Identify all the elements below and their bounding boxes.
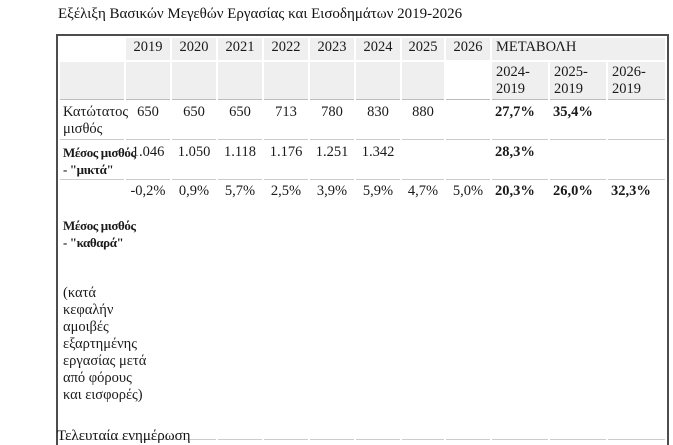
- year-header: 2022: [264, 38, 308, 60]
- change-header: ΜΕΤΑΒΟΛΗ: [492, 38, 665, 60]
- change-cell: -41,4%: [492, 442, 548, 445]
- change-cell: -47,2%: [550, 442, 606, 445]
- table-cell: [446, 102, 490, 140]
- article-page: Εξέλιξη Βασικών Μεγεθών Εργασίας και Εισ…: [56, 6, 671, 445]
- year-header: 2019: [126, 38, 170, 60]
- corner-cell: [60, 38, 124, 60]
- table-cell: 10,1%: [356, 442, 400, 445]
- blank-header-cell: [446, 62, 490, 100]
- table-cell: 880: [402, 102, 444, 140]
- table-cell: 1.251: [310, 142, 354, 180]
- table-cell: 1.118: [218, 142, 262, 180]
- change-cell: 35,4%: [550, 102, 606, 140]
- table-cell: 650: [126, 102, 170, 140]
- table-cell: 5,0%: [446, 182, 490, 440]
- period-header: 2025- 2019: [550, 62, 606, 100]
- table-cell: 5,7%: [218, 182, 262, 440]
- blank-header-cell: [402, 62, 444, 100]
- table-row-minimum-wage: Κατώτατος μισθός 650 650 650 713 780 830…: [60, 102, 665, 140]
- blank-header-cell: [218, 62, 262, 100]
- blank-header-cell: [126, 62, 170, 100]
- header-row-years: 2019 2020 2021 2022 2023 2024 2025 2026 …: [60, 38, 665, 60]
- year-header: 2023: [310, 38, 354, 60]
- change-cell: [608, 102, 665, 140]
- blank-header-cell: [356, 62, 400, 100]
- table-cell: [402, 142, 444, 180]
- table-cell: 1.050: [172, 142, 216, 180]
- table-row-average-net-wage: Μέσος μισθός - "καθαρά" (κατά κεφαλήν αμ…: [60, 182, 665, 440]
- row-label: Κατώτατος μισθός: [60, 102, 128, 140]
- change-cell: [550, 142, 606, 180]
- table-cell: 2,5%: [264, 182, 308, 440]
- table-cell: [446, 142, 490, 180]
- table-cell: 3,9%: [310, 182, 354, 440]
- table-cell: 830: [356, 102, 400, 140]
- table-cell: 1.176: [264, 142, 308, 180]
- table-cell: 0,9%: [172, 182, 216, 440]
- period-header: 2026- 2019: [608, 62, 665, 100]
- change-cell: 27,7%: [492, 102, 548, 140]
- table-cell: 713: [264, 102, 308, 140]
- blank-header-cell: [172, 62, 216, 100]
- table-cell: 1.046: [126, 142, 170, 180]
- change-cell: 26,0%: [550, 182, 606, 440]
- row-label: Μέσος μισθός - "μικτά": [60, 142, 136, 180]
- row-label-note: (κατά κεφαλήν αμοιβές εξαρτημένης εργασί…: [63, 285, 147, 403]
- table-cell: 650: [172, 102, 216, 140]
- change-cell: -50,1%: [608, 442, 665, 445]
- table-cell: 650: [218, 102, 262, 140]
- table-cell: 8,6%: [446, 442, 490, 445]
- table-cell: 1.342: [356, 142, 400, 180]
- blank-header-cell: [60, 62, 124, 100]
- table-cell: 9,1%: [402, 442, 444, 445]
- period-header: 2024- 2019: [492, 62, 548, 100]
- row-label: Μέσος μισθός - "καθαρά" (κατά κεφαλήν αμ…: [60, 182, 147, 440]
- year-header: 2026: [446, 38, 490, 60]
- labour-income-table: 2019 2020 2021 2022 2023 2024 2025 2026 …: [56, 34, 669, 445]
- year-header: 2020: [172, 38, 216, 60]
- table-cell: 4,7%: [402, 182, 444, 440]
- table-cell: 12,4%: [264, 442, 308, 445]
- header-row-periods: 2024- 2019 2025- 2019 2026- 2019: [60, 62, 665, 100]
- change-cell: 20,3%: [492, 182, 548, 440]
- table-cell: 780: [310, 102, 354, 140]
- year-header: 2021: [218, 38, 262, 60]
- change-cell: 28,3%: [492, 142, 548, 180]
- table-cell: 11,1%: [310, 442, 354, 445]
- page-title: Εξέλιξη Βασικών Μεγεθών Εργασίας και Εισ…: [58, 6, 463, 22]
- change-cell: [608, 142, 665, 180]
- blank-header-cell: [310, 62, 354, 100]
- clipped-bottom-text: Τελευταία ενημέρωση: [57, 428, 191, 444]
- blank-header-cell: [264, 62, 308, 100]
- year-header: 2025: [402, 38, 444, 60]
- change-cell: 32,3%: [608, 182, 665, 440]
- year-header: 2024: [356, 38, 400, 60]
- table-cell: 5,9%: [356, 182, 400, 440]
- table-cell: 14,7%: [218, 442, 262, 445]
- table-row-average-gross-wage: Μέσος μισθός - "μικτά" 1.046 1.050 1.118…: [60, 142, 665, 180]
